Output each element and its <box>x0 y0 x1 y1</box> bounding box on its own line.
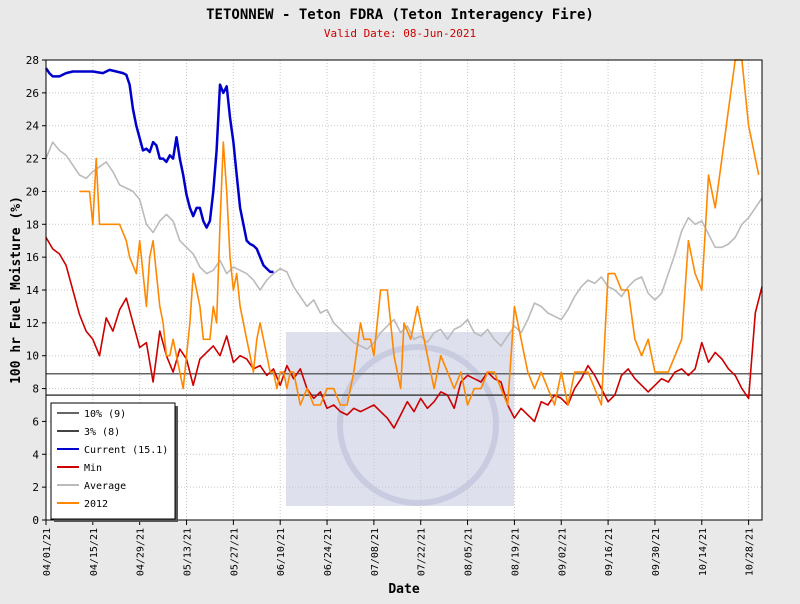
y-tick-label: 0 <box>32 514 39 527</box>
legend-label: 10% (9) <box>84 409 126 420</box>
x-tick-label: 04/01/21 <box>42 528 53 576</box>
legend-label: Current (15.1) <box>84 445 168 456</box>
legend-label: Min <box>84 463 102 474</box>
x-tick-label: 05/27/21 <box>229 528 240 576</box>
plot-frame <box>45 59 763 521</box>
x-tick-label: 09/16/21 <box>604 528 615 576</box>
y-tick-label: 24 <box>26 120 40 133</box>
legend: 10% (9) 3% (8) Current (15.1) Min Average 201… <box>50 402 178 522</box>
y-axis-label: 100 hr Fuel Moisture (%) <box>9 196 24 384</box>
watermark <box>286 332 514 506</box>
chart-subtitle: Valid Date: 08-Jun-2021 <box>324 27 476 40</box>
watermark-box <box>286 332 514 506</box>
x-tick-label: 04/15/21 <box>89 528 100 576</box>
y-tick-label: 16 <box>26 251 39 264</box>
chart-title: TETONNEW - Teton FDRA (Teton Interagency… <box>206 7 594 23</box>
x-tick-label: 07/08/21 <box>370 528 381 576</box>
y-tick-label: 26 <box>26 87 39 100</box>
legend-label: 3% (8) <box>84 427 120 438</box>
y-tick-label: 10 <box>26 350 39 363</box>
y-tick-label: 12 <box>26 317 39 330</box>
x-tick-label: 10/28/21 <box>745 528 756 576</box>
y-tick-label: 28 <box>26 54 39 67</box>
legend-label: 2012 <box>84 499 108 510</box>
x-tick-label: 07/22/21 <box>417 528 428 576</box>
x-tick-label: 05/13/21 <box>183 528 194 576</box>
x-tick-label: 09/02/21 <box>557 528 568 576</box>
y-tick-label: 8 <box>32 383 39 396</box>
legend-label: Average <box>84 481 126 492</box>
y-tick-label: 2 <box>32 481 39 494</box>
x-tick-label: 08/05/21 <box>464 528 475 576</box>
x-tick-label: 06/10/21 <box>276 528 287 576</box>
x-tick-label: 10/14/21 <box>698 528 709 576</box>
y-tick-label: 18 <box>26 218 39 231</box>
legend-box <box>50 402 176 520</box>
x-axis-label: Date <box>388 582 419 597</box>
x-tick-label: 06/24/21 <box>323 528 334 576</box>
y-tick-label: 22 <box>26 153 39 166</box>
series-line <box>44 67 274 274</box>
x-tick-label: 08/19/21 <box>510 528 521 576</box>
y-tick-label: 20 <box>26 185 39 198</box>
x-tick-label: 09/30/21 <box>651 528 662 576</box>
y-tick-label: 4 <box>32 448 39 461</box>
y-tick-label: 14 <box>26 284 40 297</box>
watermark-ring <box>337 344 499 506</box>
series-line <box>79 59 760 406</box>
y-tick-label: 6 <box>32 415 39 428</box>
x-tick-label: 04/29/21 <box>136 528 147 576</box>
